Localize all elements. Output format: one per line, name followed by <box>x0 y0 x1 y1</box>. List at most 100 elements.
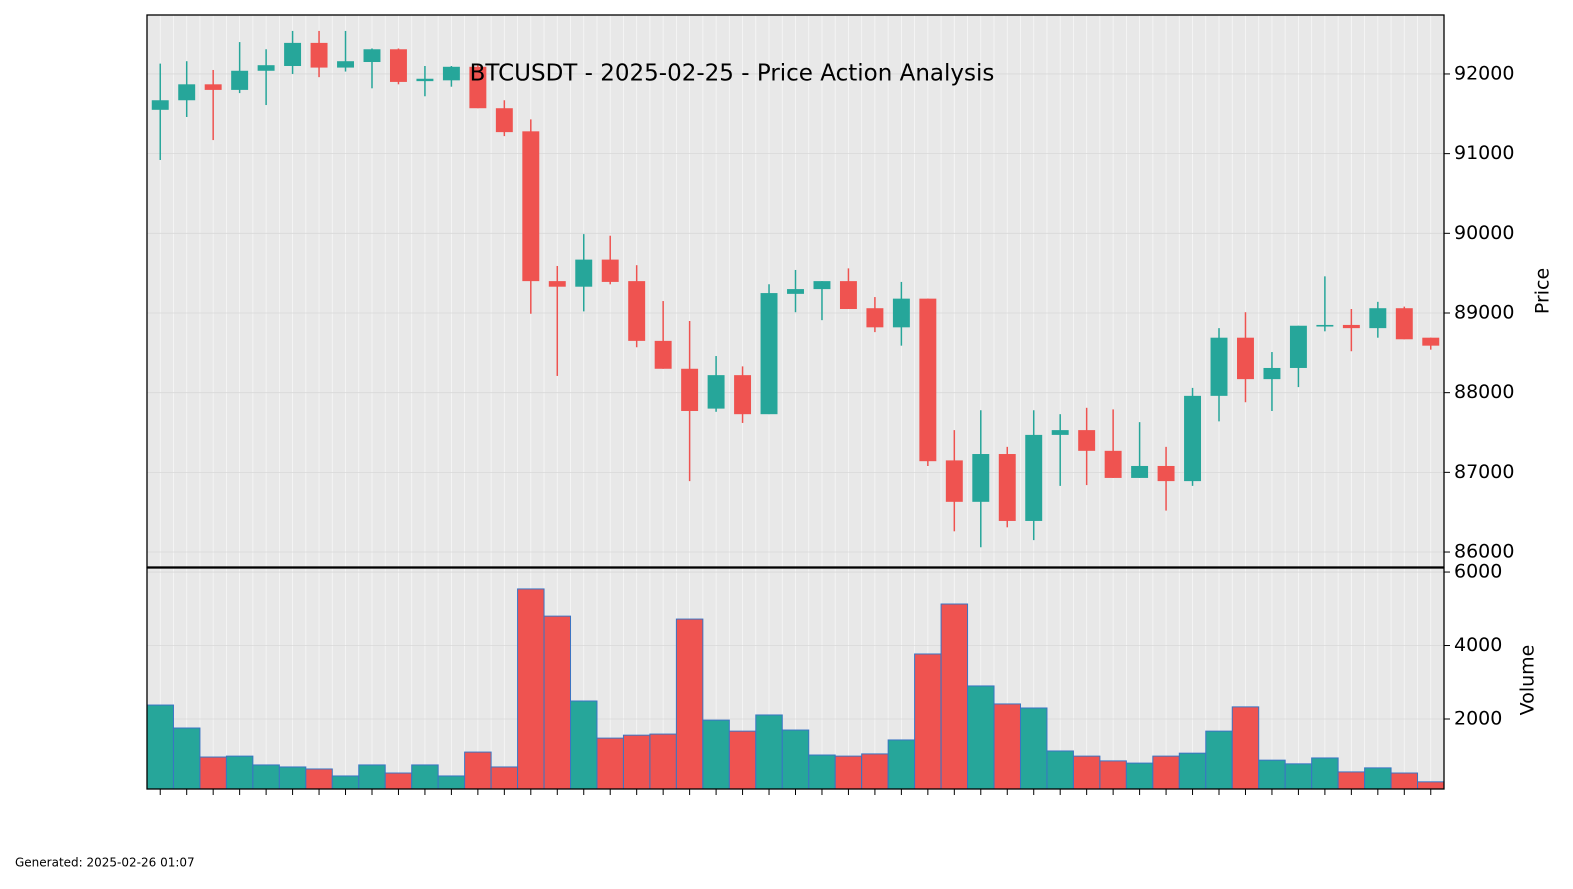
volume-bar <box>781 729 810 790</box>
volume-bar <box>728 730 757 790</box>
candle-body <box>1316 324 1334 327</box>
candle-body <box>1131 465 1149 478</box>
candle-body <box>1263 367 1281 380</box>
y-tick-label: 88000 <box>1454 381 1514 403</box>
candle-body <box>442 66 460 81</box>
volume-bar <box>702 719 730 790</box>
volume-bar <box>172 727 201 790</box>
candle-body <box>707 375 725 409</box>
volume-bar <box>861 753 889 790</box>
volume-bar <box>1046 750 1074 790</box>
candle-body <box>1051 430 1069 435</box>
candle-body <box>892 298 910 328</box>
volume-bar <box>1364 767 1392 790</box>
candle-body <box>734 375 752 415</box>
candle-body <box>1078 430 1096 451</box>
candle-body <box>522 131 540 282</box>
volume-bar <box>1152 755 1180 790</box>
candle-body <box>310 42 328 68</box>
candle-body <box>1342 324 1360 329</box>
volume-bar <box>1178 752 1207 790</box>
candle-body <box>1104 450 1122 478</box>
volume-bar <box>967 685 995 790</box>
volume-bar <box>358 764 386 790</box>
volume-frame <box>146 567 1445 790</box>
volume-bar <box>887 739 916 790</box>
volume-bar <box>305 768 333 790</box>
candle-body <box>628 281 646 341</box>
volume-bar <box>1205 730 1233 790</box>
candle-body <box>1157 465 1175 482</box>
volume-bar <box>1099 760 1127 790</box>
candle-body <box>416 78 434 82</box>
y-tick-label: 89000 <box>1454 301 1514 323</box>
candle-body <box>548 281 566 287</box>
candle-body <box>654 340 672 369</box>
candle-body <box>469 66 487 109</box>
candle-body <box>972 454 990 502</box>
y-tick-label: 86000 <box>1454 541 1514 563</box>
volume-bar <box>1072 755 1101 790</box>
candle-body <box>231 70 249 90</box>
candle-body <box>204 84 222 90</box>
volume-bar <box>278 766 307 790</box>
volume-bar <box>834 755 863 790</box>
candle-body <box>998 454 1016 521</box>
candle-body <box>866 308 884 328</box>
y-axis-label: Volume <box>1517 645 1539 716</box>
candle-body <box>1184 395 1202 482</box>
volume-bar <box>1284 763 1313 790</box>
y-tick-label: 6000 <box>1454 561 1502 583</box>
volume-bar <box>596 737 624 790</box>
price-frame <box>146 14 1445 568</box>
candle-body <box>363 49 381 63</box>
candle-body <box>1210 337 1228 396</box>
candle-body <box>178 84 196 101</box>
candle-body <box>151 100 169 110</box>
candle-body <box>337 61 354 68</box>
volume-bar <box>1337 771 1366 790</box>
volume-bar <box>252 764 280 790</box>
volume-bar <box>225 755 254 790</box>
volume-bar <box>1258 759 1286 790</box>
candle-body <box>257 65 275 71</box>
volume-bar <box>411 764 439 790</box>
candle-body <box>1422 337 1440 346</box>
y-tick-label: 2000 <box>1454 708 1502 730</box>
candle-body <box>681 368 699 411</box>
volume-bar <box>622 734 651 790</box>
volume-bar <box>146 704 174 790</box>
chart-title: BTCUSDT - 2025-02-25 - Price Action Anal… <box>470 61 995 87</box>
volume-bar <box>755 714 783 790</box>
volume-bar <box>331 775 360 790</box>
candle-body <box>839 281 857 310</box>
volume-bar <box>675 618 704 790</box>
candle-body <box>945 460 963 502</box>
candle-body <box>813 281 831 290</box>
volume-bar <box>808 754 836 790</box>
candle-body <box>787 289 804 294</box>
candle-body <box>919 298 937 462</box>
candle-body <box>1289 325 1307 368</box>
volume-bar <box>1231 706 1260 790</box>
candle-body <box>495 108 513 133</box>
y-axis-label: Price <box>1532 268 1554 314</box>
volume-bar <box>464 751 492 790</box>
y-tick-label: 91000 <box>1454 142 1514 164</box>
candle-body <box>575 259 593 287</box>
volume-bar <box>437 775 466 790</box>
candle-body <box>389 49 407 82</box>
candle-body <box>1025 434 1043 521</box>
volume-bar <box>649 733 677 790</box>
volume-bar <box>517 588 545 790</box>
candle-body <box>601 259 619 282</box>
candle-body <box>1237 337 1254 380</box>
volume-bar <box>384 772 413 790</box>
y-tick-label: 87000 <box>1454 461 1514 483</box>
candle-body <box>284 42 302 66</box>
volume-bar <box>199 756 227 790</box>
volume-bar <box>1390 772 1419 790</box>
volume-bar <box>993 703 1021 790</box>
y-tick-label: 4000 <box>1454 634 1502 656</box>
volume-bar <box>490 766 519 790</box>
